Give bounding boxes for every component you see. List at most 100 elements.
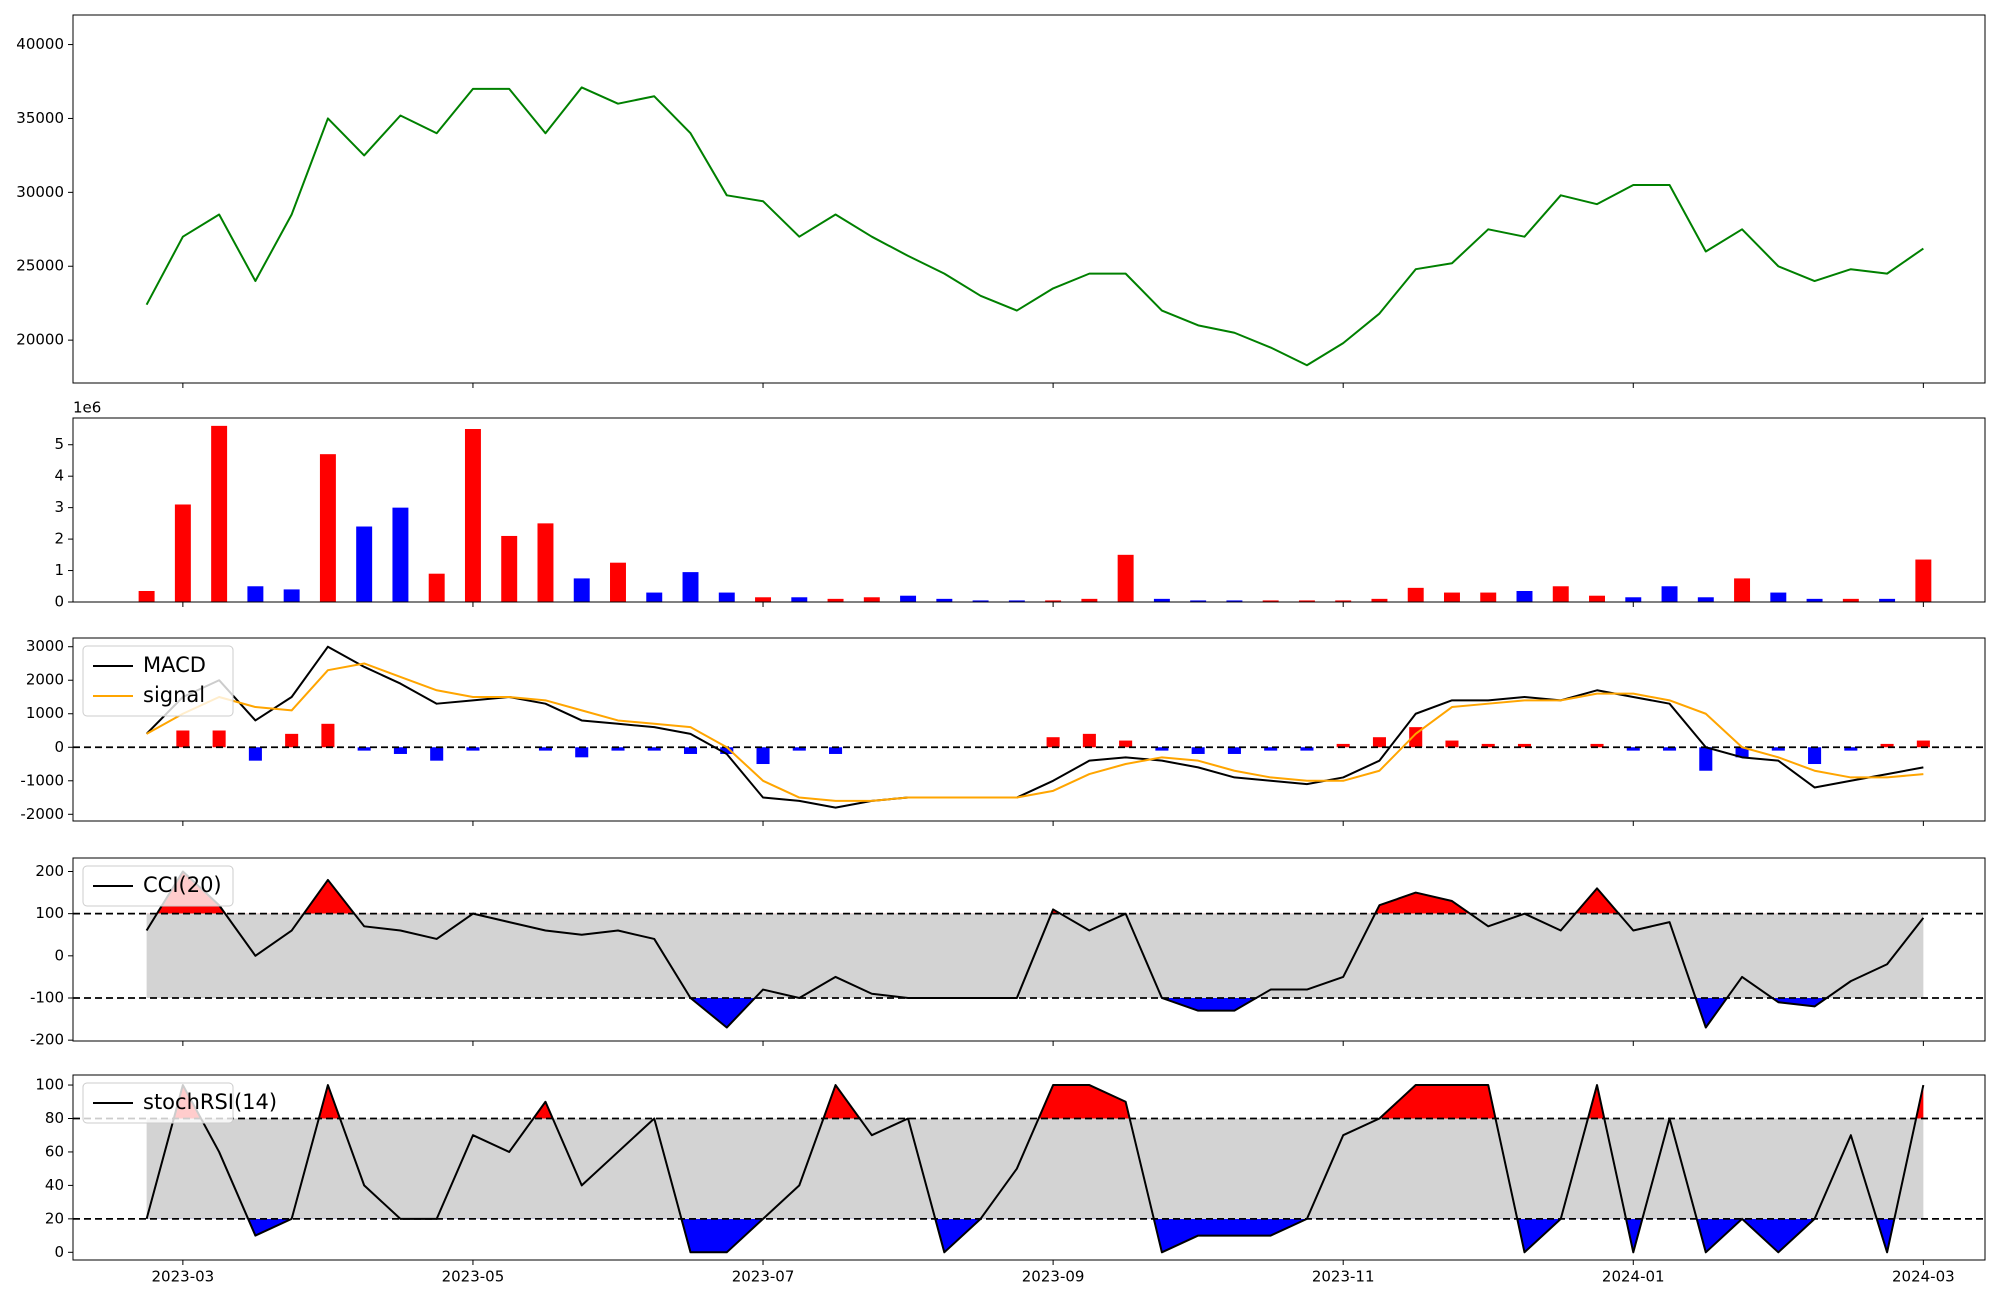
bar — [791, 597, 808, 602]
histogram-bar — [611, 747, 625, 751]
axes-frame — [72, 857, 1986, 1042]
histogram-bar — [393, 747, 407, 754]
histogram-bar — [1880, 743, 1894, 748]
bar — [646, 592, 663, 602]
histogram-bar — [1844, 747, 1858, 751]
bar — [537, 523, 554, 602]
histogram-bar — [1916, 740, 1930, 748]
bar — [1226, 600, 1243, 602]
bar — [972, 600, 989, 602]
y-tick-label: 2000 — [26, 671, 64, 689]
bar — [1842, 598, 1859, 602]
plot-area — [73, 1084, 1985, 1254]
histogram-bar — [1481, 743, 1495, 748]
histogram-bar — [321, 723, 335, 748]
y-tick-label: 3 — [54, 498, 64, 516]
bar — [610, 562, 626, 602]
histogram-bar — [538, 747, 552, 751]
histogram-bar — [575, 747, 589, 758]
histogram-bar — [1155, 747, 1169, 751]
x-tick-label: 2023-07 — [732, 1268, 795, 1286]
histogram-bar — [1372, 737, 1386, 748]
axes-frame — [72, 637, 1986, 822]
bar — [1190, 600, 1207, 602]
bar — [863, 597, 880, 602]
data-line — [145, 870, 1925, 1029]
bar — [900, 595, 917, 602]
bar — [1697, 597, 1714, 602]
histogram-bar — [1082, 733, 1096, 748]
bar — [1407, 587, 1424, 602]
y-tick-label: 3000 — [26, 637, 64, 655]
y-tick-label: 20000 — [16, 331, 64, 349]
y-tick-label: 40 — [45, 1176, 64, 1194]
histogram-bar — [792, 747, 806, 751]
bar — [211, 425, 228, 602]
y-tick-label: 1 — [54, 561, 64, 579]
y-tick-label: 0 — [54, 1243, 64, 1261]
bar — [718, 592, 735, 602]
histogram-bar — [1445, 740, 1459, 748]
bar — [1008, 600, 1025, 602]
y-tick-label: 40000 — [16, 35, 64, 53]
bar — [1443, 592, 1460, 602]
histogram-bar — [1191, 747, 1205, 754]
bar — [1262, 600, 1279, 602]
histogram-bar — [1336, 743, 1350, 748]
histogram-bar — [1300, 747, 1314, 751]
histogram-bar — [1808, 747, 1822, 765]
bar — [356, 526, 373, 602]
bar — [1335, 600, 1352, 602]
legend-box — [82, 645, 234, 717]
plot-area — [73, 870, 1985, 1029]
bar — [247, 586, 264, 602]
histogram-bar — [683, 747, 698, 754]
histogram-bar — [647, 747, 661, 751]
plot-area — [73, 645, 1985, 809]
bar — [1045, 600, 1062, 602]
y-tick-label: 5 — [54, 435, 64, 453]
bar — [1661, 586, 1678, 602]
y-tick-label: -2000 — [20, 805, 64, 823]
y-tick-label: -1000 — [20, 771, 64, 789]
bar — [1625, 597, 1642, 602]
legend-label: MACD — [143, 653, 206, 677]
y-tick-label: 25000 — [16, 257, 64, 275]
bar — [1915, 559, 1932, 602]
legend-label: stochRSI(14) — [143, 1090, 277, 1114]
histogram-bar — [357, 747, 371, 751]
y-tick-label: 1000 — [26, 704, 64, 722]
bar — [1589, 595, 1605, 602]
histogram-bar — [1699, 747, 1713, 771]
histogram-bar — [1771, 747, 1785, 751]
histogram-bar — [176, 730, 190, 748]
y-tick-label: -200 — [30, 1031, 64, 1049]
x-tick-label: 2023-03 — [152, 1268, 215, 1286]
plot-area — [138, 425, 1932, 602]
histogram-bar — [466, 747, 480, 751]
bar — [1153, 598, 1170, 602]
bar — [1117, 554, 1134, 602]
bar — [174, 504, 191, 602]
bar — [936, 598, 953, 602]
y-tick-label: 20 — [45, 1209, 64, 1227]
y-tick-label: 35000 — [16, 109, 64, 127]
histogram-bar — [1264, 747, 1278, 751]
y-tick-label: 0 — [54, 593, 64, 611]
y-tick-label: 60 — [45, 1142, 64, 1160]
x-tick-label: 2024-01 — [1602, 1268, 1665, 1286]
bar — [1879, 598, 1896, 602]
plot-area — [145, 86, 1924, 367]
legend-box — [82, 865, 234, 907]
y-tick-label: 200 — [35, 862, 64, 880]
bar — [1806, 598, 1823, 602]
bar — [1371, 598, 1388, 602]
bar — [827, 598, 844, 602]
histogram-bar — [720, 747, 734, 754]
histogram-bar — [1517, 743, 1532, 748]
histogram-bar — [756, 747, 770, 765]
axes-frame — [72, 14, 1986, 384]
x-tick-label: 2023-05 — [442, 1268, 505, 1286]
